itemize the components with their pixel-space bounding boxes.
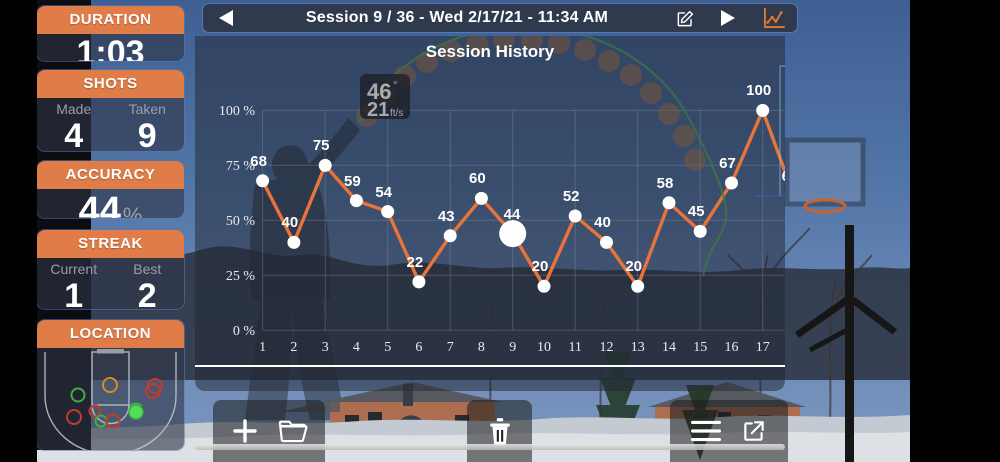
svg-text:5: 5 xyxy=(384,340,391,355)
svg-text:8: 8 xyxy=(478,340,485,355)
svg-text:61: 61 xyxy=(782,168,785,185)
svg-text:20: 20 xyxy=(625,258,642,275)
svg-text:67: 67 xyxy=(719,155,736,172)
svg-text:58: 58 xyxy=(657,175,674,192)
svg-text:ft/s: ft/s xyxy=(390,108,403,119)
svg-text:11: 11 xyxy=(568,340,581,355)
svg-text:40: 40 xyxy=(282,214,299,231)
svg-text:17: 17 xyxy=(756,340,770,355)
svg-text:59: 59 xyxy=(344,173,361,190)
svg-text:45: 45 xyxy=(688,203,705,220)
svg-text:20: 20 xyxy=(532,258,549,275)
svg-text:13: 13 xyxy=(631,340,645,355)
svg-text:0 %: 0 % xyxy=(233,324,256,339)
svg-text:25 %: 25 % xyxy=(226,269,256,284)
svg-text:50 %: 50 % xyxy=(226,214,256,229)
svg-text:10: 10 xyxy=(537,340,551,355)
svg-text:4: 4 xyxy=(353,340,360,355)
svg-text:54: 54 xyxy=(375,184,392,201)
svg-text:100: 100 xyxy=(746,82,771,99)
svg-text:3: 3 xyxy=(322,340,329,355)
svg-text:16: 16 xyxy=(725,340,739,355)
svg-text:7: 7 xyxy=(447,340,454,355)
svg-text:75: 75 xyxy=(313,137,330,154)
svg-text:40: 40 xyxy=(594,214,611,231)
svg-text:68: 68 xyxy=(250,153,267,170)
svg-text:22: 22 xyxy=(407,254,424,271)
svg-text:52: 52 xyxy=(563,188,580,205)
svg-text:6: 6 xyxy=(415,340,422,355)
svg-text:43: 43 xyxy=(438,208,455,225)
svg-text:14: 14 xyxy=(662,340,676,355)
svg-text:100 %: 100 % xyxy=(219,104,256,119)
svg-text:2: 2 xyxy=(290,340,297,355)
svg-text:1: 1 xyxy=(259,340,266,355)
svg-text:9: 9 xyxy=(509,340,516,355)
svg-text:60: 60 xyxy=(469,170,486,187)
svg-text:°: ° xyxy=(393,80,397,92)
svg-text:15: 15 xyxy=(693,340,707,355)
svg-text:21: 21 xyxy=(367,99,389,121)
svg-text:12: 12 xyxy=(600,340,614,355)
